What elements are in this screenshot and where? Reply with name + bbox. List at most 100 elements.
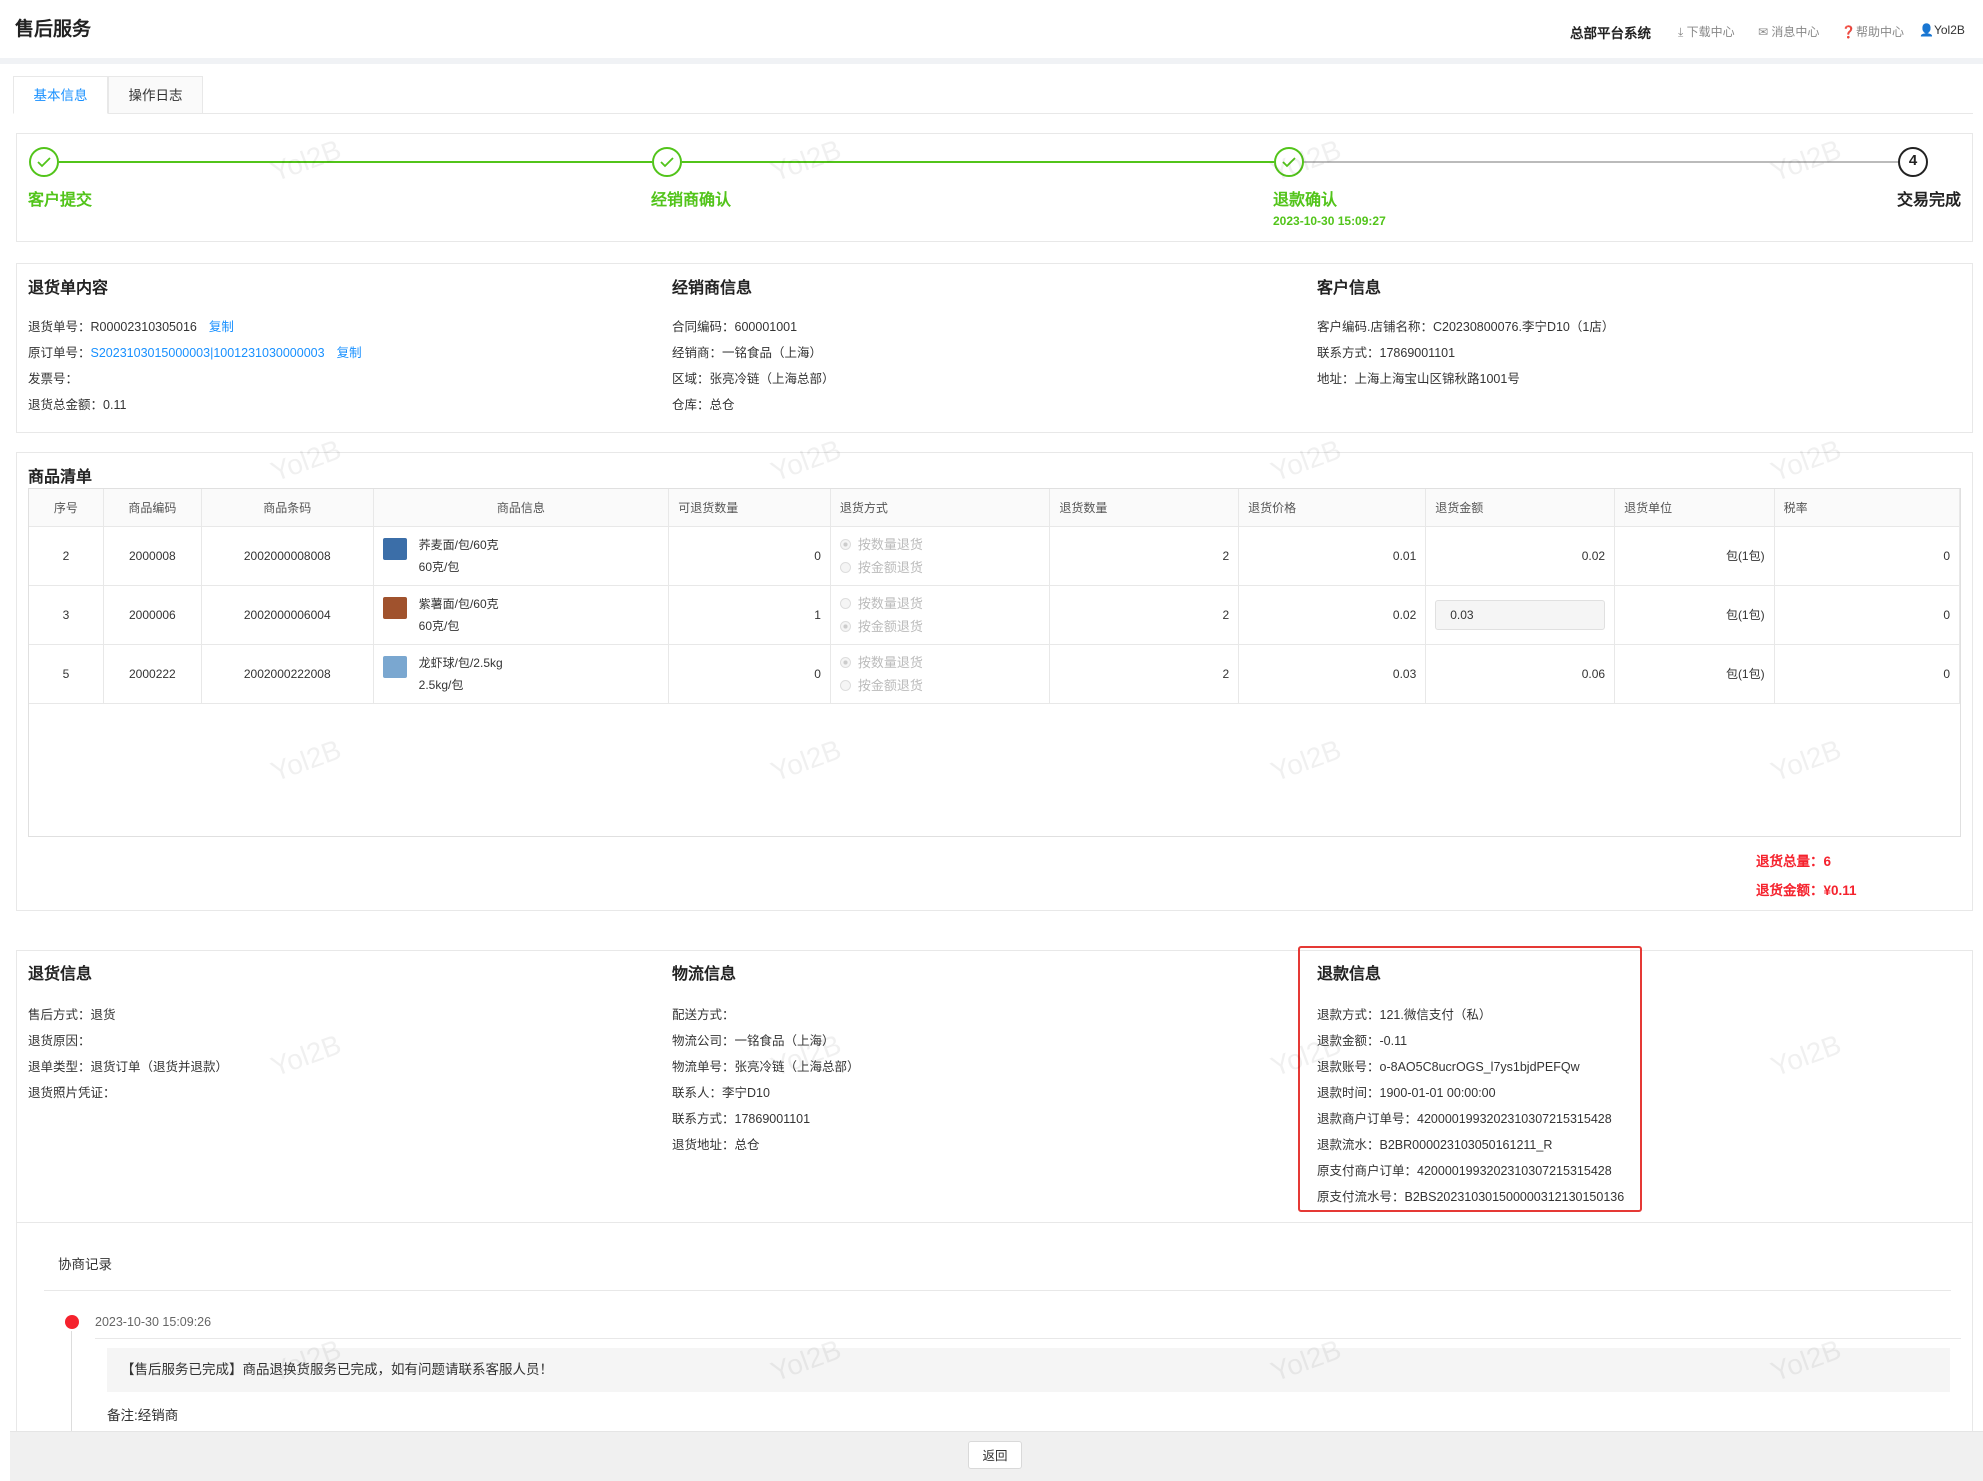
field: 客户编码.店铺名称：C20230800076.李宁D10（1店） — [1317, 316, 1614, 335]
column-header: 退货金额 — [1425, 489, 1616, 527]
goods-title: 商品清单 — [28, 469, 93, 486]
return-qty: 2 — [1222, 607, 1230, 622]
field: 退款时间：1900-01-01 00:00:00 — [1317, 1082, 1496, 1101]
field-label: 退款账号： — [1317, 1060, 1380, 1074]
field: 联系人：李宁D10 — [672, 1082, 770, 1101]
seq: 3 — [62, 607, 70, 622]
field-label: 仓库： — [672, 398, 710, 412]
barcode: 2002000222008 — [243, 666, 331, 681]
details-panel — [16, 950, 1973, 1224]
cell: 2 — [1049, 526, 1240, 586]
total: 退货总量：6 — [1756, 850, 1831, 870]
record-message: 【售后服务已完成】商品退换货服务已完成，如有问题请联系客服人员！ — [107, 1348, 1950, 1392]
highlight-box — [1298, 946, 1642, 1212]
barcode: 2002000008008 — [243, 548, 331, 563]
total-label: 退货金额： — [1756, 883, 1824, 898]
field: 退款账号：o-8AO5C8ucrOGS_l7ys1bjdPEFQw — [1317, 1056, 1580, 1075]
product-spec: 2.5kg/包 — [418, 677, 464, 692]
field: 退货地址：总仓 — [672, 1134, 760, 1153]
cell: 2 — [1049, 585, 1240, 645]
field-value: 张亮冷链（上海总部） — [734, 1060, 860, 1074]
method-option: 按金额退货 — [839, 556, 1040, 579]
field: 退款流水：B2BR000023103050161211_R — [1317, 1134, 1552, 1153]
unit: 包(1包) — [1725, 549, 1765, 563]
step-check — [1282, 157, 1296, 168]
step-number: 4 — [1908, 152, 1918, 169]
goods-row: 5 2000222 2002000222008 龙虾球/包/2.5kg 2.5kg/包 0… — [29, 644, 1961, 704]
cell: 2000006 — [103, 585, 202, 645]
field: 原支付商户订单：4200001993202310307215315428 — [1317, 1160, 1612, 1179]
field: 配送方式： — [672, 1004, 735, 1023]
field: 原支付流水号：B2BS202310301500000312130150136 — [1317, 1186, 1624, 1205]
column-header: 退货单位 — [1614, 489, 1775, 527]
product-thumb — [382, 596, 407, 619]
product-info: 荞麦面/包/60克 60克/包 — [382, 534, 660, 578]
tab[interactable]: 基本信息 — [13, 76, 108, 114]
total-value: 6 — [1823, 854, 1832, 869]
nav-label[interactable]: Yol2B — [1933, 23, 1965, 37]
step-label: 退款确认 — [1273, 192, 1338, 209]
back-button[interactable]: 返回 — [968, 1441, 1022, 1469]
field-label: 地址： — [1317, 372, 1355, 386]
barcode: 2002000006004 — [243, 607, 331, 622]
field-label: 售后方式： — [28, 1008, 91, 1022]
field-label: 原支付流水号： — [1317, 1190, 1405, 1204]
product-thumb — [382, 655, 407, 678]
copy-link[interactable]: 复制 — [208, 320, 234, 334]
header-divider — [0, 58, 1983, 64]
field-value: 张亮冷链（上海总部） — [709, 372, 835, 386]
column-header: 税率 — [1774, 489, 1961, 527]
nav-help[interactable]: ❓帮助中心 — [1841, 25, 1904, 39]
amount-input[interactable]: 0.03 — [1435, 599, 1606, 630]
product-info: 龙虾球/包/2.5kg 2.5kg/包 — [382, 652, 660, 696]
field-value: 一铭食品（上海） — [722, 346, 823, 360]
field-label: 客户编码.店铺名称： — [1317, 320, 1433, 334]
field-value[interactable]: S2023103015000003|1001231030000003 — [90, 346, 325, 360]
returnable-qty: 1 — [814, 607, 821, 622]
record-time: 2023-10-30 15:09:26 — [95, 1315, 212, 1329]
field: 合同编码：600001001 — [672, 316, 797, 335]
field-value: B2BR000023103050161211_R — [1379, 1138, 1553, 1152]
nav-label[interactable]: 消息中心 — [1771, 25, 1820, 39]
field-label: 退单类型： — [28, 1060, 91, 1074]
method-label: 按数量退货 — [857, 654, 923, 670]
tab-bar-line — [13, 113, 1973, 114]
field: 物流公司：一铭食品（上海） — [672, 1030, 835, 1049]
nav-download[interactable]: ⤓ 下载中心 — [1678, 25, 1735, 39]
tab[interactable]: 操作日志 — [108, 76, 203, 114]
unit: 包(1包) — [1725, 608, 1765, 622]
method-option: 按数量退货 — [839, 533, 1040, 556]
nav-label[interactable]: 下载中心 — [1686, 25, 1735, 39]
copy-link[interactable]: 复制 — [336, 346, 362, 360]
product-code: 2000006 — [129, 607, 176, 622]
cell: 2 — [1049, 644, 1240, 704]
field-label: 原订单号： — [28, 346, 91, 360]
cell: 0 — [1774, 585, 1961, 645]
method-label: 按金额退货 — [857, 559, 923, 575]
step-circle — [29, 147, 59, 177]
method-label: 按金额退货 — [857, 618, 923, 634]
record-icon — [65, 1315, 79, 1329]
field-label: 退款方式： — [1317, 1008, 1380, 1022]
nav-label[interactable]: 帮助中心 — [1855, 25, 1904, 39]
goods-row: 2 2000008 2002000008008 荞麦面/包/60克 60克/包 0 按数量退… — [29, 526, 1961, 586]
field: 退货单号：R00002310305016 复制 — [28, 316, 234, 335]
field-label: 经销商： — [672, 346, 723, 360]
page-title: 售后服务 — [15, 19, 92, 40]
field: 退款商户订单号：4200001993202310307215315428 — [1317, 1108, 1612, 1127]
nav-message[interactable]: ✉ 消息中心 — [1758, 25, 1820, 39]
column-header: 商品信息 — [373, 489, 670, 527]
cell: 5 — [29, 644, 104, 704]
nav-user[interactable]: 👤Yol2B — [1919, 23, 1965, 37]
step-label: 经销商确认 — [651, 192, 732, 209]
product-name: 荞麦面/包/60克 — [418, 537, 499, 552]
field-label: 配送方式： — [672, 1008, 735, 1022]
field-label: 联系方式： — [1317, 346, 1380, 360]
section-title: 退货信息 — [28, 966, 93, 983]
tax-rate: 0 — [1943, 607, 1950, 622]
step-circle — [1898, 147, 1928, 177]
field-label: 区域： — [672, 372, 710, 386]
return-amount: 0.03 — [1450, 607, 1474, 622]
returnable-qty: 0 — [814, 666, 821, 681]
product-name: 紫薯面/包/60克 — [418, 596, 499, 611]
